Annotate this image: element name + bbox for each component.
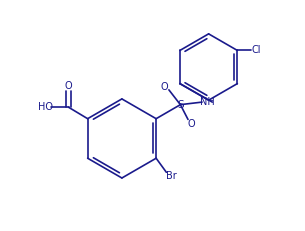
- Text: O: O: [160, 82, 168, 92]
- Text: S: S: [177, 100, 184, 110]
- Text: Cl: Cl: [252, 46, 261, 55]
- Text: Br: Br: [166, 171, 177, 181]
- Text: HO: HO: [38, 102, 53, 112]
- Text: NH: NH: [200, 97, 215, 107]
- Text: O: O: [65, 81, 72, 91]
- Text: O: O: [188, 119, 196, 128]
